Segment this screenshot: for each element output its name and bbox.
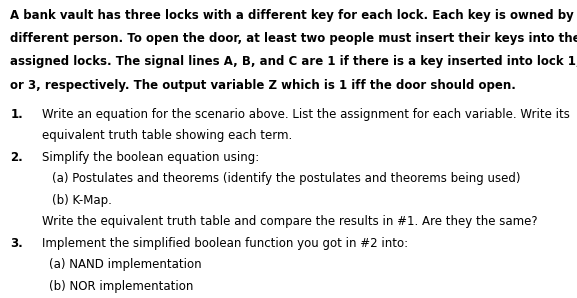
Text: 3.: 3. bbox=[10, 237, 23, 250]
Text: equivalent truth table showing each term.: equivalent truth table showing each term… bbox=[42, 129, 292, 142]
Text: 1.: 1. bbox=[10, 108, 23, 121]
Text: (b) NOR implementation: (b) NOR implementation bbox=[49, 280, 193, 293]
Text: Write an equation for the scenario above. List the assignment for each variable.: Write an equation for the scenario above… bbox=[42, 108, 569, 121]
Text: (b) K-Map.: (b) K-Map. bbox=[52, 194, 112, 207]
Text: assigned locks. The signal lines A, B, and C are 1 if there is a key inserted in: assigned locks. The signal lines A, B, a… bbox=[10, 55, 577, 69]
Text: or 3, respectively. The output variable Z which is 1 iff the door should open.: or 3, respectively. The output variable … bbox=[10, 79, 516, 92]
Text: Implement the simplified boolean function you got in #2 into:: Implement the simplified boolean functio… bbox=[42, 237, 408, 250]
Text: (a) Postulates and theorems (identify the postulates and theorems being used): (a) Postulates and theorems (identify th… bbox=[52, 172, 520, 185]
Text: (a) NAND implementation: (a) NAND implementation bbox=[49, 258, 202, 271]
Text: Simplify the boolean equation using:: Simplify the boolean equation using: bbox=[42, 151, 259, 164]
Text: Write the equivalent truth table and compare the results in #1. Are they the sam: Write the equivalent truth table and com… bbox=[42, 215, 537, 228]
Text: 2.: 2. bbox=[10, 151, 23, 164]
Text: A bank vault has three locks with a different key for each lock. Each key is own: A bank vault has three locks with a diff… bbox=[10, 9, 577, 22]
Text: different person. To open the door, at least two people must insert their keys i: different person. To open the door, at l… bbox=[10, 32, 577, 45]
